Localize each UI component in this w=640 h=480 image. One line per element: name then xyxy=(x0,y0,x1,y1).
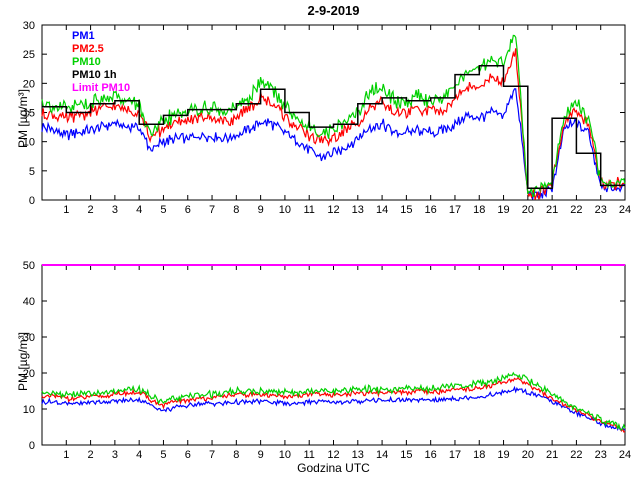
svg-text:12: 12 xyxy=(327,449,339,461)
svg-text:6: 6 xyxy=(185,449,191,461)
legend-item-pm1: PM1 xyxy=(72,30,95,42)
svg-text:16: 16 xyxy=(425,204,437,216)
svg-text:40: 40 xyxy=(23,296,35,308)
svg-text:15: 15 xyxy=(400,204,412,216)
svg-text:12: 12 xyxy=(327,204,339,216)
svg-text:3: 3 xyxy=(112,204,118,216)
legend-item-limit-pm10: Limit PM10 xyxy=(72,82,131,94)
svg-text:19: 19 xyxy=(497,204,509,216)
svg-text:17: 17 xyxy=(449,204,461,216)
svg-text:13: 13 xyxy=(352,449,364,461)
svg-text:1: 1 xyxy=(63,204,69,216)
svg-text:18: 18 xyxy=(473,204,485,216)
svg-text:30: 30 xyxy=(23,332,35,344)
svg-text:7: 7 xyxy=(209,449,215,461)
svg-text:11: 11 xyxy=(303,449,314,461)
svg-text:11: 11 xyxy=(303,204,314,216)
svg-text:19: 19 xyxy=(497,449,509,461)
svg-text:23: 23 xyxy=(595,204,607,216)
svg-text:16: 16 xyxy=(425,449,437,461)
svg-text:0: 0 xyxy=(29,440,35,452)
svg-text:4: 4 xyxy=(136,449,142,461)
svg-text:0: 0 xyxy=(29,195,35,207)
svg-text:15: 15 xyxy=(400,449,412,461)
svg-text:5: 5 xyxy=(160,449,166,461)
svg-text:10: 10 xyxy=(23,137,35,149)
legend-item-pm10: PM10 xyxy=(72,56,101,68)
y-axis-label-top: PM [µg/m³] xyxy=(16,89,30,148)
svg-text:8: 8 xyxy=(233,204,239,216)
svg-text:14: 14 xyxy=(376,204,388,216)
svg-text:6: 6 xyxy=(185,204,191,216)
chart-title: 2-9-2019 xyxy=(307,3,360,18)
svg-text:2: 2 xyxy=(88,204,94,216)
svg-text:8: 8 xyxy=(233,449,239,461)
svg-text:20: 20 xyxy=(522,204,534,216)
svg-text:10: 10 xyxy=(279,204,291,216)
svg-text:9: 9 xyxy=(258,204,264,216)
svg-text:24: 24 xyxy=(619,449,631,461)
svg-text:20: 20 xyxy=(23,78,35,90)
svg-text:30: 30 xyxy=(23,20,35,32)
legend-item-pm25: PM2.5 xyxy=(72,43,104,55)
svg-text:21: 21 xyxy=(546,449,558,461)
svg-text:5: 5 xyxy=(29,166,35,178)
svg-text:13: 13 xyxy=(352,204,364,216)
svg-text:20: 20 xyxy=(23,368,35,380)
y-axis-label-bottom: PM [µg/m³] xyxy=(16,332,30,391)
svg-text:15: 15 xyxy=(23,108,35,120)
svg-text:22: 22 xyxy=(570,204,582,216)
svg-text:7: 7 xyxy=(209,204,215,216)
svg-text:10: 10 xyxy=(23,404,35,416)
svg-text:5: 5 xyxy=(160,204,166,216)
svg-text:14: 14 xyxy=(376,449,388,461)
x-axis-label: Godzina UTC xyxy=(297,461,370,475)
svg-text:50: 50 xyxy=(23,260,35,272)
svg-text:18: 18 xyxy=(473,449,485,461)
svg-text:22: 22 xyxy=(570,449,582,461)
svg-text:21: 21 xyxy=(546,204,558,216)
legend: PM1 PM2.5 PM10 PM10 1h Limit PM10 xyxy=(72,30,130,95)
svg-text:10: 10 xyxy=(279,449,291,461)
svg-text:9: 9 xyxy=(258,449,264,461)
svg-text:23: 23 xyxy=(595,449,607,461)
svg-text:3: 3 xyxy=(112,449,118,461)
svg-text:24: 24 xyxy=(619,204,631,216)
svg-text:1: 1 xyxy=(63,449,69,461)
svg-text:20: 20 xyxy=(522,449,534,461)
svg-text:17: 17 xyxy=(449,449,461,461)
legend-item-pm10-1h: PM10 1h xyxy=(72,69,117,81)
svg-text:4: 4 xyxy=(136,204,142,216)
svg-text:2: 2 xyxy=(88,449,94,461)
svg-text:25: 25 xyxy=(23,49,35,61)
